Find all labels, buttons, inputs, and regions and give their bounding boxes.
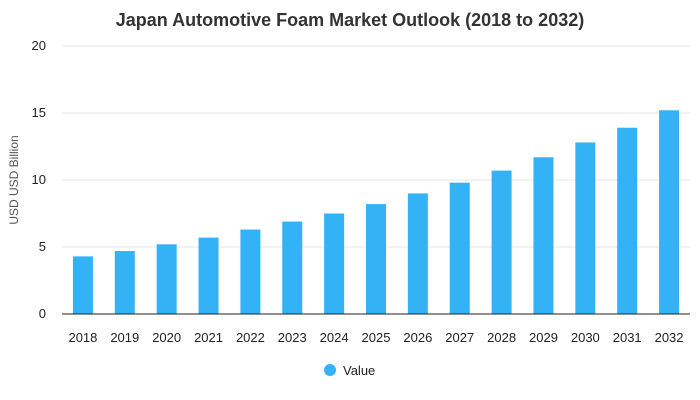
x-tick-label: 2021 — [194, 330, 223, 345]
bar — [282, 221, 303, 314]
x-axis: 2018 2019 2020 2021 2022 2023 2024 2025 2026 2027… — [62, 313, 690, 345]
y-tick-label: 10 — [32, 172, 46, 187]
x-tick-label: 2032 — [655, 330, 684, 345]
x-tick-label: 2031 — [613, 330, 642, 345]
x-tick-label: 2028 — [487, 330, 516, 345]
x-tick-label: 2020 — [152, 330, 181, 345]
bar-series — [72, 110, 680, 315]
bar — [617, 127, 638, 315]
x-tick-label: 2030 — [571, 330, 600, 345]
y-tick-label: 15 — [32, 105, 46, 120]
x-tick-label: 2022 — [236, 330, 265, 345]
x-tick-label: 2025 — [362, 330, 391, 345]
x-tick-label: 2018 — [68, 330, 97, 345]
x-tick-label: 2026 — [403, 330, 432, 345]
y-tick-label: 0 — [39, 306, 46, 321]
x-tick-label: 2023 — [278, 330, 307, 345]
y-axis: 0 5 10 15 20 — [32, 38, 46, 321]
bar — [114, 251, 135, 314]
bar — [240, 229, 261, 314]
bar — [366, 204, 386, 314]
bar — [575, 142, 596, 314]
bar — [156, 244, 177, 314]
legend-marker-value — [324, 364, 336, 376]
bar — [533, 157, 554, 314]
bar — [324, 213, 345, 314]
bar — [449, 182, 470, 314]
bar — [659, 110, 680, 314]
x-tick-label: 2029 — [529, 330, 558, 345]
legend-label-value: Value — [343, 363, 375, 378]
chart-title: Japan Automotive Foam Market Outlook (20… — [116, 10, 584, 30]
bar — [198, 237, 219, 314]
y-tick-label: 5 — [39, 239, 46, 254]
x-tick-label: 2024 — [320, 330, 349, 345]
x-tick-label: 2027 — [445, 330, 474, 345]
legend: Value — [324, 363, 375, 378]
x-tick-label: 2019 — [110, 330, 139, 345]
y-axis-title: USD USD Billion — [7, 135, 21, 224]
bar — [407, 193, 428, 314]
bar — [72, 256, 93, 314]
bar — [491, 170, 512, 314]
y-tick-label: 20 — [32, 38, 46, 53]
